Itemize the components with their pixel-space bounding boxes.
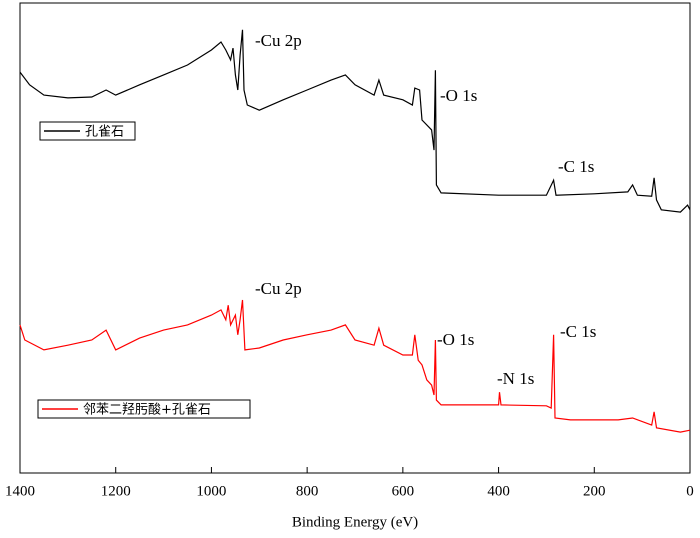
peak-annotation: -N 1s	[497, 369, 534, 388]
peak-annotation: -Cu 2p	[255, 279, 302, 298]
x-tick-label: 800	[296, 483, 319, 499]
x-tick-label: 1200	[101, 483, 131, 499]
x-tick-label: 0	[686, 483, 694, 499]
x-tick-label: 1000	[196, 483, 226, 499]
peak-annotation: -C 1s	[560, 322, 596, 341]
x-tick-label: 200	[583, 483, 606, 499]
x-tick-label: 400	[487, 483, 510, 499]
plot-frame	[19, 2, 691, 474]
legend-label: 邻苯二羟肟酸+孔雀石	[83, 403, 211, 418]
x-tick-label: 1400	[5, 483, 35, 499]
peak-annotation: -Cu 2p	[255, 31, 302, 50]
peak-annotation: -O 1s	[440, 86, 477, 105]
x-axis-label: Binding Energy (eV)	[292, 514, 418, 530]
peak-annotation: -O 1s	[437, 330, 474, 349]
peak-annotation: -C 1s	[558, 157, 594, 176]
series-line	[19, 299, 691, 433]
x-tick-label: 600	[392, 483, 415, 499]
series-line	[19, 29, 691, 213]
legend-label: 孔雀石	[85, 125, 124, 140]
legend-box	[37, 399, 251, 419]
legend-box	[39, 121, 136, 141]
